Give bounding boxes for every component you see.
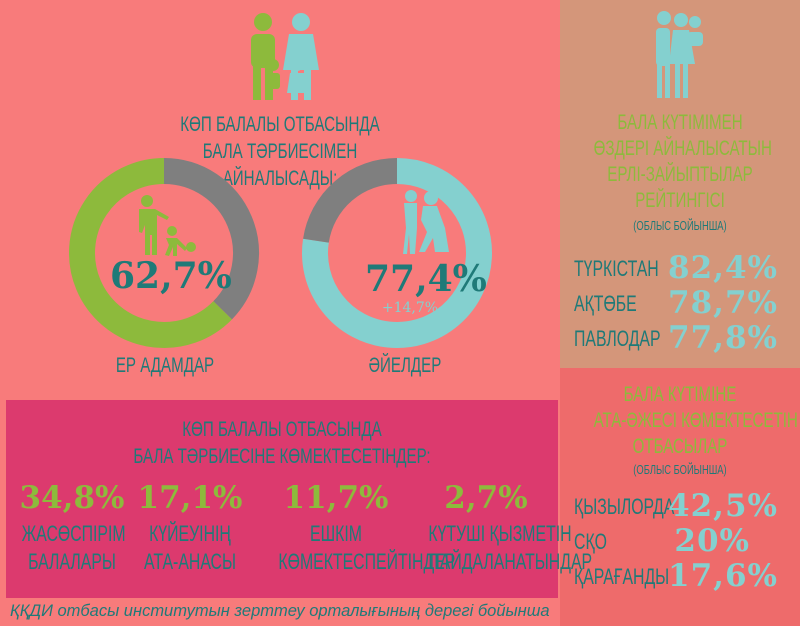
footer: ҚҚДИ отбасы институтын зерттеу орталығын… bbox=[0, 598, 560, 626]
women-delta: +14,7% bbox=[381, 300, 439, 316]
main-panel: КӨП БАЛАЛЫ ОТБАСЫНДА БАЛА ТӘРБИЕСІМЕН АЙ… bbox=[0, 0, 560, 400]
region-name: ҚАРАҒАНДЫ bbox=[574, 564, 670, 589]
region-name: ТҮРКІСТАН bbox=[574, 256, 659, 281]
region-value: 42,5% bbox=[668, 488, 778, 524]
region-value: 78,7% bbox=[668, 285, 778, 321]
helpers-title-line: КӨП БАЛАЛЫ ОТБАСЫНДА bbox=[182, 418, 382, 441]
region-name: АҚТӨБЕ bbox=[574, 291, 637, 316]
region-value: 17,6% bbox=[668, 558, 778, 594]
region-name: ПАВЛОДАР bbox=[574, 326, 661, 351]
helper-item: 34,8% ЖАСӨСПІРІМ БАЛАЛАРЫ bbox=[2, 480, 142, 576]
rating-title-line: ЕРЛІ-ЗАЙЫПТЫЛАР bbox=[607, 163, 753, 186]
men-donut-segment-0 bbox=[69, 158, 232, 348]
family-icon bbox=[251, 13, 319, 100]
helper-item: 11,7% ЕШКІМ КӨМЕКТЕСПЕЙТІНДЕР bbox=[256, 480, 456, 576]
helper-item: 17,1% КҮЙЕУІНІҢ АТА-АНАСЫ bbox=[120, 480, 260, 576]
rating-title-line: РЕЙТИНГІСІ bbox=[635, 189, 725, 212]
grandparents-subtitle: (ОБЛЫС БОЙЫНША) bbox=[633, 462, 727, 477]
main-title-line: АЙНАЛЫСАДЫ: bbox=[222, 167, 338, 190]
grandparents-row: ҚЫЗЫЛОРДА 42,5% bbox=[560, 488, 800, 524]
main-title-line: КӨП БАЛАЛЫ ОТБАСЫНДА bbox=[180, 113, 380, 136]
helper-value: 11,7% bbox=[283, 480, 389, 516]
men-label: ЕР АДАМДАР bbox=[115, 354, 215, 377]
rating-title-line: БАЛА КҮТІМІМЕН bbox=[617, 111, 743, 134]
donut-charts bbox=[69, 158, 492, 348]
helper-label: ЖАСӨСПІРІМ bbox=[21, 521, 126, 546]
helpers-title-line: БАЛА ТӘРБИЕСІНЕ КӨМЕКТЕСЕТІНДЕР: bbox=[133, 445, 431, 468]
helper-label: ПАЙДАЛАНАТЫНДАР bbox=[428, 549, 593, 574]
source-note: ҚҚДИ отбасы институтын зерттеу орталығын… bbox=[10, 602, 550, 620]
helper-value: 17,1% bbox=[137, 480, 243, 516]
rating-title-line: ӨЗДЕРІ АЙНАЛЫСАТЫН bbox=[593, 137, 772, 160]
rating-row: ТҮРКІСТАН 82,4% bbox=[560, 250, 800, 286]
helper-value: 34,8% bbox=[19, 480, 125, 516]
helpers-panel: КӨП БАЛАЛЫ ОТБАСЫНДА БАЛА ТӘРБИЕСІНЕ КӨМ… bbox=[6, 400, 592, 598]
helper-label: КҮТУШІ ҚЫЗМЕТІН bbox=[428, 521, 572, 546]
region-value: 20% bbox=[674, 523, 750, 559]
men-donut-segment-1 bbox=[163, 158, 259, 320]
region-value: 77,8% bbox=[668, 320, 778, 356]
region-name: ҚЫЗЫЛОРДА bbox=[574, 494, 675, 519]
grandparents-title-line: БАЛА КҮТІМІНЕ bbox=[623, 383, 737, 406]
helper-item: 2,7% КҮТУШІ ҚЫЗМЕТІН ПАЙДАЛАНАТЫНДАР bbox=[406, 480, 593, 576]
mother-child-icon bbox=[403, 190, 449, 254]
rating-panel: БАЛА КҮТІМІМЕН ӨЗДЕРІ АЙНАЛЫСАТЫН ЕРЛІ-З… bbox=[560, 0, 800, 368]
rating-row: АҚТӨБЕ 78,7% bbox=[560, 285, 800, 321]
grandparents-title-line: ОТБАСЫЛАР bbox=[632, 435, 728, 458]
women-label: ӘЙЕЛДЕР bbox=[368, 354, 442, 377]
helper-label: АТА-АНАСЫ bbox=[143, 549, 237, 574]
grandparents-panel: БАЛА КҮТІМІНЕ АТА-ӘЖЕСІ КӨМЕКТЕСЕТІН ОТБ… bbox=[560, 368, 800, 626]
grandparents-title-line: АТА-ӘЖЕСІ КӨМЕКТЕСЕТІН bbox=[593, 409, 798, 432]
rating-subtitle: (ОБЛЫС БОЙЫНША) bbox=[633, 218, 727, 233]
helper-label: БАЛАЛАРЫ bbox=[28, 549, 116, 574]
main-title-line: БАЛА ТӘРБИЕСІМЕН bbox=[202, 140, 358, 163]
women-donut-segment-1 bbox=[303, 158, 398, 244]
grandparents-row: СҚО 20% bbox=[560, 523, 800, 559]
helper-value: 2,7% bbox=[444, 480, 528, 516]
helper-label: КӨМЕКТЕСПЕЙТІНДЕР bbox=[278, 549, 456, 574]
region-value: 82,4% bbox=[668, 250, 778, 286]
rating-row: ПАВЛОДАР 77,8% bbox=[560, 320, 800, 356]
women-donut-segment-0 bbox=[302, 158, 492, 348]
family-hug-icon bbox=[656, 11, 703, 98]
helper-label: КҮЙЕУІНІҢ bbox=[149, 521, 231, 546]
helper-label: ЕШКІМ bbox=[310, 521, 362, 546]
grandparents-row: ҚАРАҒАНДЫ 17,6% bbox=[560, 558, 800, 594]
region-name: СҚО bbox=[574, 529, 607, 554]
father-child-football-icon bbox=[139, 195, 196, 256]
men-value: 62,7% bbox=[110, 255, 232, 297]
women-value: 77,4% bbox=[365, 258, 487, 300]
